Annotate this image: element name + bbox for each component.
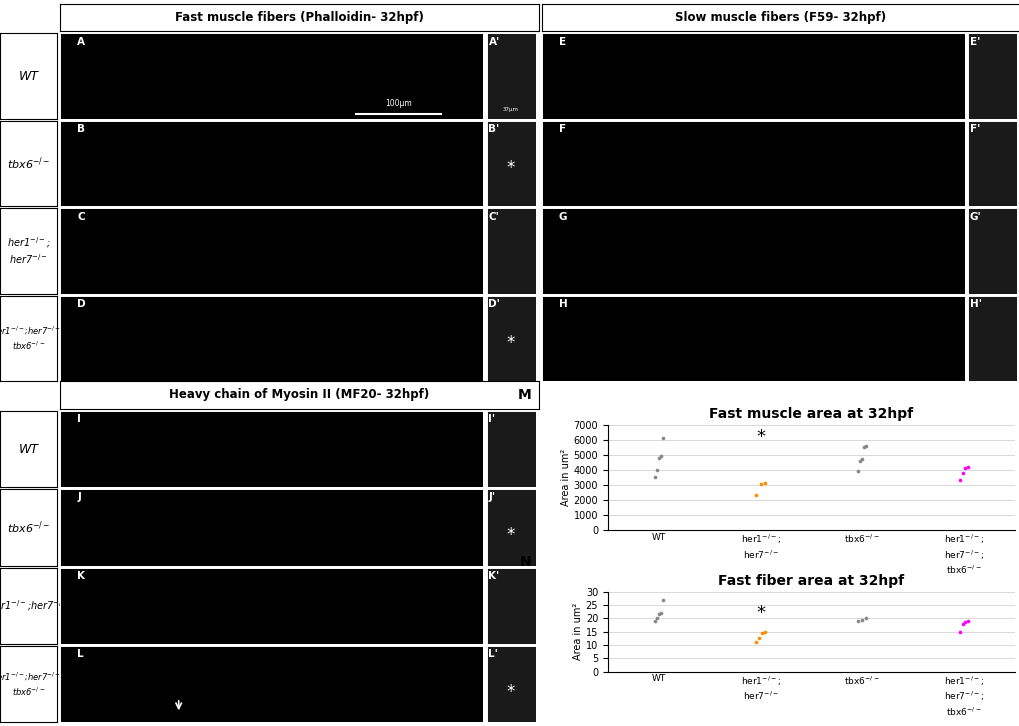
Point: [849, 465, 865, 477]
Text: H: H: [558, 299, 567, 309]
Text: 37μm: 37μm: [502, 107, 519, 112]
Point: [756, 478, 772, 489]
Text: WT: WT: [18, 70, 39, 83]
Text: her1$^{-/-}$;her7$^{-/-}$: her1$^{-/-}$;her7$^{-/-}$: [0, 598, 69, 613]
Text: H': H': [969, 299, 981, 309]
Text: WT: WT: [18, 443, 39, 455]
Text: D': D': [488, 299, 500, 309]
Text: Heavy chain of Myosin II (MF20- 32hpf): Heavy chain of Myosin II (MF20- 32hpf): [169, 388, 429, 401]
Point: [750, 632, 766, 644]
Text: L': L': [488, 649, 498, 659]
Point: [654, 433, 671, 444]
Text: Slow muscle fibers (F59- 32hpf): Slow muscle fibers (F59- 32hpf): [675, 11, 886, 24]
Text: C: C: [77, 212, 85, 221]
Point: [654, 594, 671, 605]
Point: [951, 626, 967, 637]
Point: [853, 454, 869, 465]
Point: [648, 613, 664, 624]
Text: her1$^{-/-}$;
her7$^{-/-}$: her1$^{-/-}$; her7$^{-/-}$: [7, 236, 50, 266]
Point: [951, 475, 967, 486]
Text: J': J': [488, 492, 495, 502]
Text: K': K': [488, 571, 499, 581]
Text: *: *: [755, 428, 764, 446]
Text: *: *: [755, 604, 764, 622]
Text: M: M: [518, 388, 531, 402]
Text: F: F: [558, 124, 566, 134]
Point: [855, 441, 871, 453]
Title: Fast muscle area at 32hpf: Fast muscle area at 32hpf: [708, 407, 913, 421]
Point: [646, 472, 662, 484]
Point: [650, 608, 666, 620]
Point: [857, 613, 873, 624]
Title: Fast fiber area at 32hpf: Fast fiber area at 32hpf: [717, 574, 904, 588]
Point: [954, 618, 970, 629]
Point: [652, 607, 668, 619]
Text: K: K: [77, 571, 85, 581]
Point: [956, 462, 972, 474]
Text: D: D: [77, 299, 86, 309]
Text: *: *: [506, 159, 515, 177]
Text: A: A: [77, 37, 85, 46]
Point: [857, 440, 873, 452]
Y-axis label: Area in um²: Area in um²: [573, 603, 582, 660]
Point: [959, 615, 975, 627]
Text: B: B: [77, 124, 85, 134]
Text: A': A': [488, 37, 499, 46]
Point: [753, 627, 769, 639]
Point: [849, 615, 865, 627]
Text: her1$^{-/-}$;her7$^{-/-}$;
tbx6$^{-/-}$: her1$^{-/-}$;her7$^{-/-}$; tbx6$^{-/-}$: [0, 325, 65, 352]
Text: E: E: [558, 37, 566, 46]
Text: *: *: [506, 334, 515, 352]
Text: her1$^{-/-}$;her7$^{-/-}$;
tbx6$^{-/-}$: her1$^{-/-}$;her7$^{-/-}$; tbx6$^{-/-}$: [0, 671, 65, 698]
Text: I: I: [77, 414, 81, 424]
Point: [756, 626, 772, 637]
Text: *: *: [506, 526, 515, 544]
Point: [853, 613, 869, 625]
Text: tbx6$^{-/-}$: tbx6$^{-/-}$: [7, 519, 50, 536]
Point: [851, 455, 867, 467]
Point: [954, 467, 970, 478]
Text: *: *: [506, 683, 515, 701]
Text: C': C': [488, 212, 499, 221]
Point: [648, 464, 664, 476]
Text: Fast muscle fibers (Phalloidin- 32hpf): Fast muscle fibers (Phalloidin- 32hpf): [175, 11, 423, 24]
Point: [748, 637, 764, 648]
Text: E': E': [969, 37, 979, 46]
Y-axis label: Area in um²: Area in um²: [560, 449, 571, 506]
Text: F': F': [969, 124, 979, 134]
Point: [959, 461, 975, 473]
Text: G: G: [558, 212, 567, 221]
Point: [956, 616, 972, 628]
Text: 100μm: 100μm: [385, 99, 412, 108]
Text: J: J: [77, 492, 81, 502]
Text: G': G': [969, 212, 980, 221]
Text: N: N: [520, 555, 531, 569]
Point: [652, 450, 668, 462]
Text: tbx6$^{-/-}$: tbx6$^{-/-}$: [7, 155, 50, 172]
Text: I': I': [488, 414, 495, 424]
Point: [752, 478, 768, 490]
Point: [748, 489, 764, 501]
Text: B': B': [488, 124, 499, 134]
Text: L: L: [77, 649, 84, 659]
Point: [650, 452, 666, 464]
Point: [646, 615, 662, 627]
